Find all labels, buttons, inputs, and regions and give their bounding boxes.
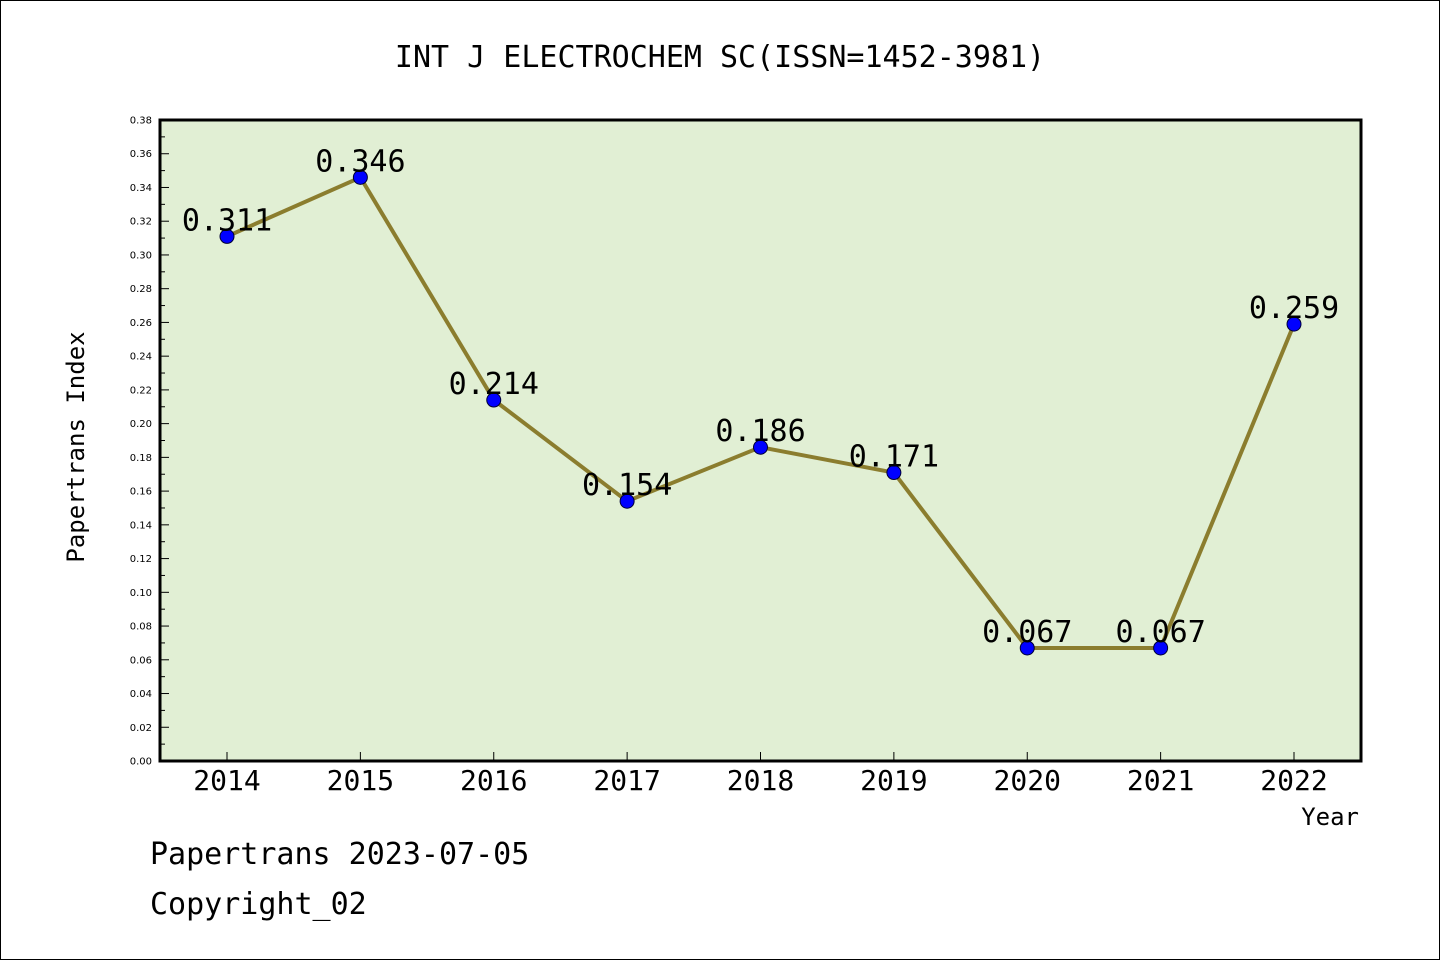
y-tick-label: 0.30	[130, 250, 152, 261]
data-label: 0.214	[449, 367, 539, 402]
data-label: 0.311	[182, 203, 272, 238]
data-label: 0.154	[582, 468, 672, 503]
y-tick-label: 0.08	[130, 622, 152, 633]
y-tick-label: 0.02	[130, 723, 152, 734]
x-tick-label: 2017	[593, 764, 660, 797]
y-tick-label: 0.06	[130, 655, 152, 666]
x-tick-label: 2021	[1127, 764, 1194, 797]
data-point	[486, 392, 502, 408]
y-tick-label: 0.36	[130, 149, 152, 160]
data-point	[1286, 316, 1302, 332]
x-tick-label: 2020	[994, 764, 1061, 797]
y-tick-label: 0.16	[130, 487, 152, 498]
data-point	[352, 169, 368, 185]
data-point	[619, 493, 635, 509]
y-tick-label: 0.00	[130, 757, 152, 768]
y-tick-label: 0.12	[130, 554, 152, 565]
data-label: 0.186	[715, 414, 805, 449]
data-point	[219, 228, 235, 244]
y-tick-label: 0.32	[130, 217, 152, 228]
y-tick-label: 0.26	[130, 318, 152, 329]
x-axis-label: Year	[1301, 803, 1359, 831]
y-tick-label: 0.38	[130, 116, 152, 127]
data-label: 0.067	[1115, 615, 1205, 650]
series-markers	[219, 169, 1302, 656]
y-tick-label: 0.28	[130, 284, 152, 295]
x-axis-ticks: 2014 2015 2016 2017 2018 2019 2020 2021 2022	[193, 752, 1328, 797]
data-label: 0.171	[849, 440, 939, 475]
x-tick-label: 2022	[1260, 764, 1327, 797]
y-tick-label: 0.20	[130, 419, 152, 430]
y-tick-label: 0.10	[130, 588, 152, 599]
y-tick-label: 0.34	[130, 183, 152, 194]
y-tick-label: 0.14	[130, 520, 152, 531]
footer-date: Papertrans 2023-07-05	[150, 837, 529, 872]
y-axis-label: Papertrans Index	[62, 331, 90, 562]
data-label: 0.346	[315, 144, 405, 179]
data-labels: 0.311 0.346 0.214 0.154 0.186 0.171 0.067 0.067…	[182, 144, 1339, 650]
data-point	[886, 465, 902, 481]
plot-border	[158, 118, 1363, 763]
data-point	[1153, 640, 1169, 656]
data-point	[1019, 640, 1035, 656]
chart-title: INT J ELECTROCHEM SC(ISSN=1452-3981)	[395, 40, 1045, 75]
x-tick-label: 2016	[460, 764, 527, 797]
y-tick-label: 0.24	[130, 352, 152, 363]
x-tick-label: 2014	[193, 764, 260, 797]
data-label: 0.067	[982, 615, 1072, 650]
data-label: 0.259	[1249, 291, 1339, 326]
y-tick-label: 0.04	[130, 689, 152, 700]
y-tick-label: 0.18	[130, 453, 152, 464]
y-tick-label: 0.22	[130, 385, 152, 396]
data-point	[753, 439, 768, 455]
x-tick-label: 2015	[327, 764, 394, 797]
x-tick-label: 2018	[727, 764, 794, 797]
footer-copyright: Copyright_02	[150, 887, 367, 922]
x-tick-label: 2019	[860, 764, 927, 797]
